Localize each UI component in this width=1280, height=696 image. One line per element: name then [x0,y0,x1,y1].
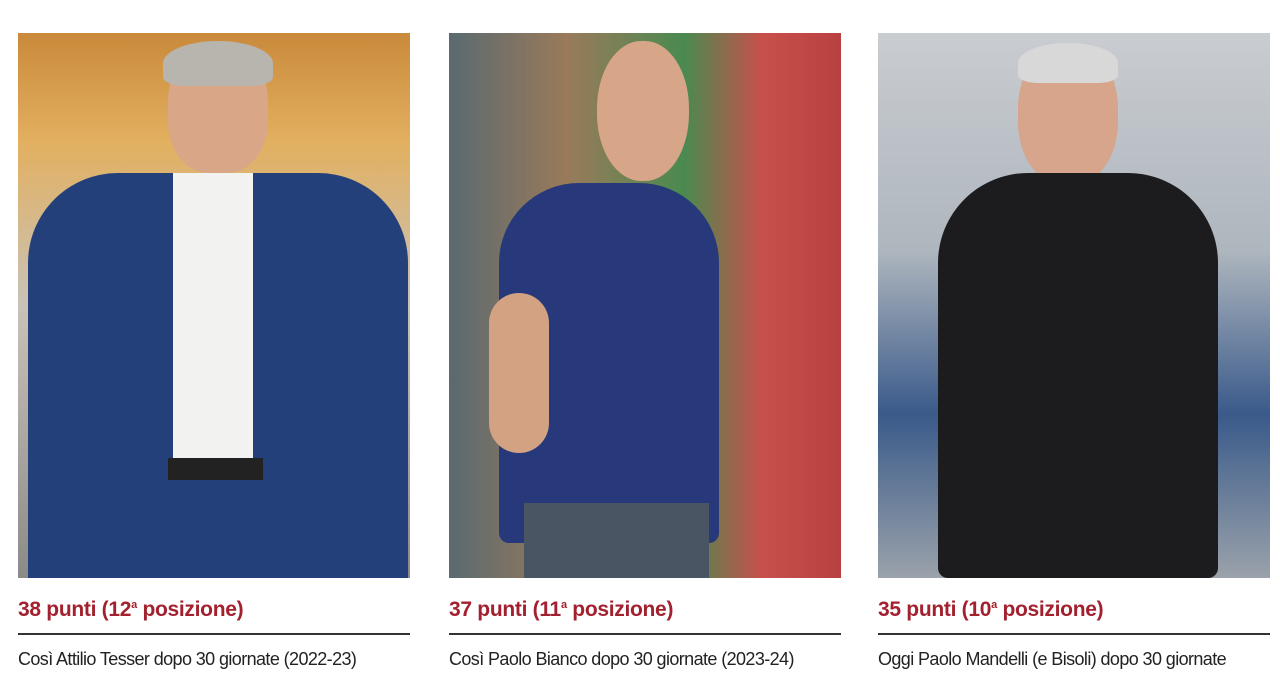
photo-paolo-mandelli [878,33,1270,578]
points-headline: 38 punti (12a posizione) [18,598,244,621]
photo-caption: Così Paolo Bianco dopo 30 giornate (2023… [449,649,794,669]
photo-caption: Oggi Paolo Mandelli (e Bisoli) dopo 30 g… [878,649,1227,669]
coach-column-bianco: 37 punti (11a posizione) Così Paolo Bian… [449,33,841,670]
points-headline: 37 punti (11a posizione) [449,598,674,621]
photo-caption: Così Attilio Tesser dopo 30 giornate (20… [18,649,357,669]
divider [878,633,1270,635]
divider [18,633,410,635]
coach-column-mandelli: 35 punti (10a posizione) Oggi Paolo Mand… [878,33,1270,670]
coach-column-tesser: 38 punti (12a posizione) Così Attilio Te… [18,33,410,670]
photo-paolo-bianco [449,33,841,578]
points-headline: 35 punti (10a posizione) [878,598,1104,621]
photo-attilio-tesser [18,33,410,578]
divider [449,633,841,635]
